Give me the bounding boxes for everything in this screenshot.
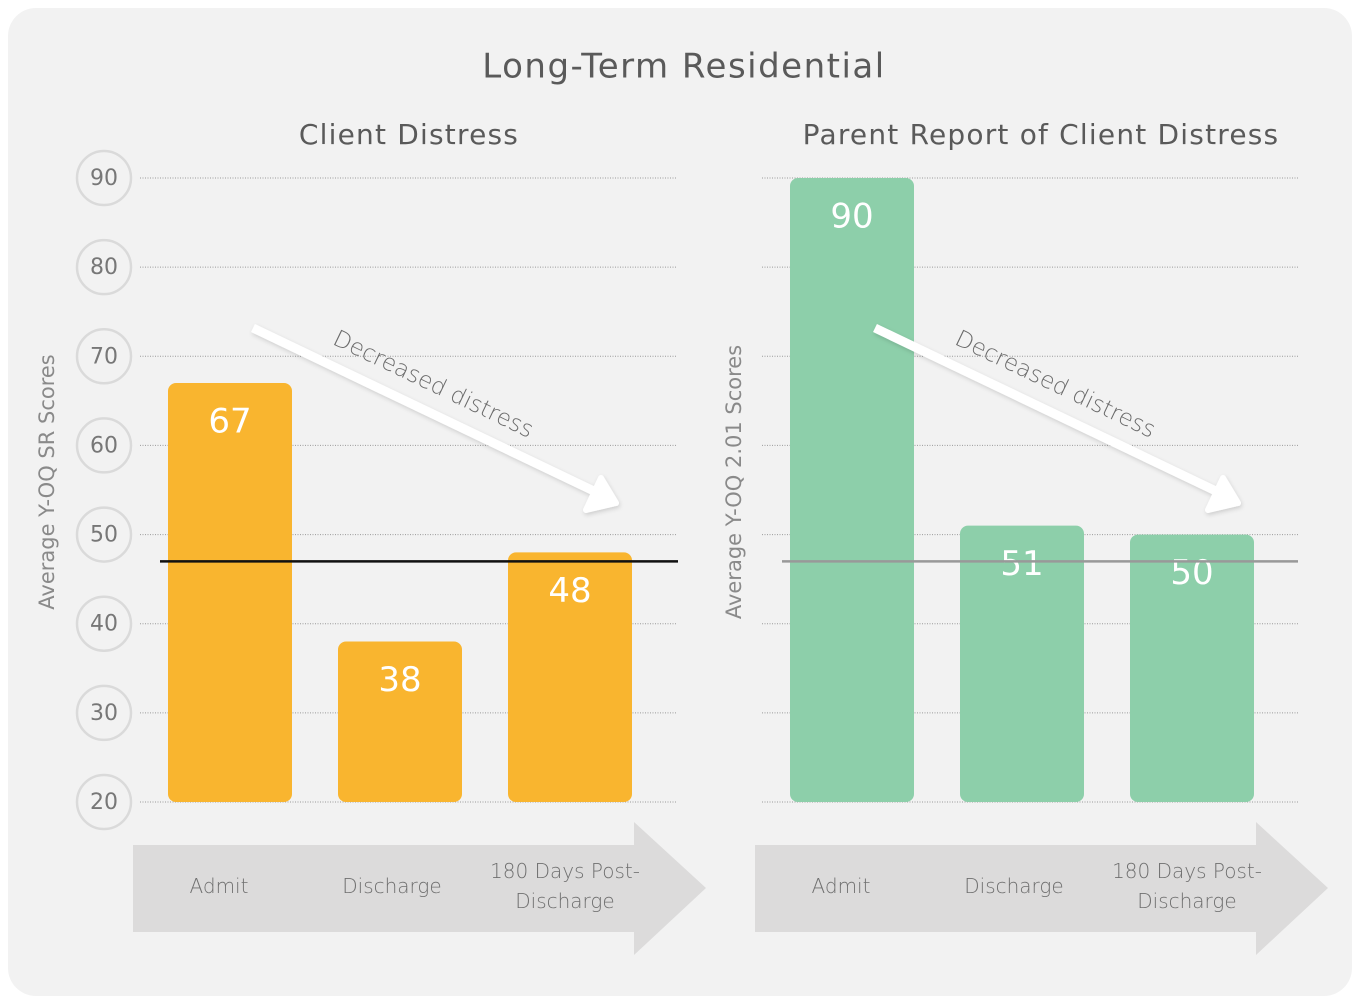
y-tick-label: 90 bbox=[90, 166, 118, 191]
x-axis-arrow bbox=[133, 822, 706, 955]
tick-circle bbox=[75, 595, 133, 652]
y-axis-label: Average Y-OQ SR Scores bbox=[35, 354, 59, 610]
x-tick-label: Discharge bbox=[342, 874, 442, 898]
x-tick-label: 180 Days Post-Discharge bbox=[1112, 859, 1262, 913]
annotation-arrow bbox=[251, 323, 619, 513]
y-tick-label: 20 bbox=[90, 790, 118, 815]
y-tick-label: 60 bbox=[90, 433, 118, 458]
tick-circle bbox=[75, 149, 133, 207]
x-tick-label: 180 Days Post-Discharge bbox=[490, 859, 640, 913]
tick-circle bbox=[75, 506, 133, 563]
tick-circle bbox=[75, 238, 133, 296]
bar bbox=[1130, 534, 1254, 802]
tick-circle bbox=[75, 773, 133, 831]
x-tick-label: Admit bbox=[811, 874, 871, 898]
x-tick-label: Discharge bbox=[964, 874, 1064, 898]
annotation: Decreased distress bbox=[951, 326, 1160, 444]
page-title: Long-Term Residential bbox=[482, 47, 885, 87]
tick-circle bbox=[75, 417, 133, 474]
arrow-head bbox=[1205, 475, 1241, 513]
bar bbox=[168, 383, 292, 802]
tick-circle bbox=[75, 328, 133, 385]
arrow-shaft bbox=[873, 323, 1222, 498]
tick-circle bbox=[75, 684, 133, 742]
value-label: 90 bbox=[830, 197, 873, 237]
bar bbox=[338, 641, 462, 802]
y-tick-label: 70 bbox=[90, 344, 118, 369]
y-tick-label: 30 bbox=[90, 701, 118, 726]
annotation-arrow bbox=[873, 323, 1241, 513]
value-label: 51 bbox=[1000, 544, 1043, 584]
y-tick-label: 40 bbox=[90, 612, 118, 637]
value-label: 48 bbox=[548, 571, 591, 611]
value-label: 50 bbox=[1170, 553, 1213, 593]
value-label: 38 bbox=[378, 660, 421, 700]
bar bbox=[790, 178, 914, 802]
chart-title: Parent Report of Client Distress bbox=[803, 118, 1280, 151]
value-label: 67 bbox=[208, 402, 251, 442]
y-axis-label: Average Y-OQ 2.01 Scores bbox=[722, 345, 746, 619]
arrow-shaft bbox=[251, 323, 600, 498]
y-tick-label: 50 bbox=[90, 523, 118, 548]
x-axis-arrow bbox=[755, 822, 1328, 955]
bar bbox=[508, 552, 632, 802]
x-tick-label: Admit bbox=[189, 874, 249, 898]
chart-title: Client Distress bbox=[299, 118, 519, 151]
y-tick-label: 80 bbox=[90, 255, 118, 280]
arrow-head bbox=[583, 475, 619, 513]
annotation: Decreased distress bbox=[329, 326, 538, 444]
bar bbox=[960, 525, 1084, 802]
